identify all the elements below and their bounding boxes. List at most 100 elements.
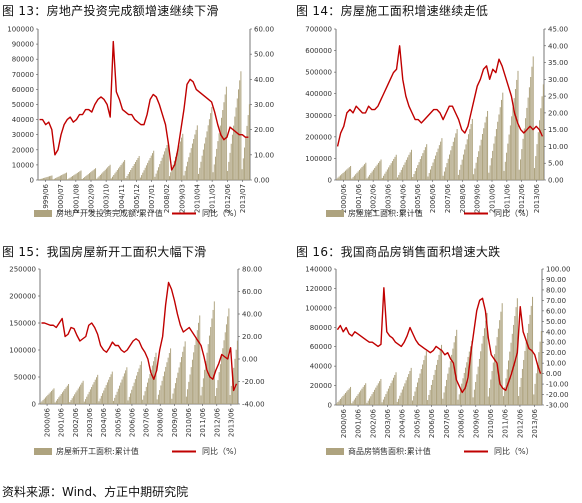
bar <box>428 173 430 180</box>
bar <box>95 168 97 180</box>
bar <box>49 392 51 404</box>
bar <box>47 176 49 180</box>
bar <box>86 396 88 404</box>
bar <box>234 358 236 404</box>
bar <box>462 154 464 180</box>
x-tick-label: 2012/06 <box>224 183 232 213</box>
bar <box>241 169 243 180</box>
bar <box>222 348 224 404</box>
bar <box>55 178 57 180</box>
bar <box>445 167 447 180</box>
right-tick-label: 0.00 <box>546 370 562 378</box>
bar <box>492 150 494 180</box>
bar <box>414 171 416 180</box>
bar <box>117 388 119 404</box>
bar <box>531 66 533 180</box>
bar <box>405 159 407 180</box>
bar <box>139 177 141 180</box>
bar <box>167 357 169 404</box>
bar <box>78 172 80 180</box>
bar <box>451 146 453 180</box>
bar <box>485 116 487 180</box>
bar <box>60 394 62 404</box>
left-tick-label: 100000 <box>305 155 332 163</box>
bar <box>480 139 482 180</box>
bar <box>377 383 379 405</box>
x-tick-label: 2006/06 <box>429 183 437 213</box>
bar <box>207 125 209 180</box>
bar <box>72 396 74 404</box>
bar <box>360 168 362 180</box>
bar <box>223 102 225 180</box>
bar <box>200 395 202 404</box>
bar <box>110 178 112 180</box>
bar <box>87 394 89 404</box>
x-tick-label: 1999/06 <box>42 183 50 213</box>
bar <box>408 374 410 405</box>
bar <box>133 163 135 180</box>
bar <box>509 125 511 180</box>
bar <box>40 402 42 404</box>
bar <box>47 394 49 404</box>
bar <box>247 115 249 180</box>
bar <box>416 168 418 180</box>
x-tick-label: 2007/06 <box>444 183 452 213</box>
right-tick-label: 80.00 <box>242 266 262 274</box>
bar <box>101 173 103 180</box>
x-tick-label: 2008/06 <box>458 408 466 438</box>
bar <box>147 162 149 180</box>
bar <box>43 398 45 404</box>
bar <box>235 349 237 404</box>
bar <box>385 171 387 180</box>
bar <box>350 165 352 180</box>
bar <box>540 108 542 180</box>
bar <box>224 332 226 404</box>
bar <box>185 396 187 404</box>
x-tick-label: 2003/06 <box>385 183 393 213</box>
left-tick-label: 30000 <box>12 131 34 139</box>
bar <box>59 395 61 404</box>
bar <box>448 367 450 405</box>
x-tick-label: 2011/06 <box>199 407 207 437</box>
left-tick-label: 50000 <box>12 101 34 109</box>
bar <box>456 329 458 405</box>
bar <box>139 364 141 404</box>
bar <box>421 156 423 180</box>
bar <box>156 399 158 404</box>
bar <box>51 390 53 404</box>
bar <box>370 173 372 180</box>
x-tick-label: 2003/10 <box>103 184 111 213</box>
bar <box>399 172 401 180</box>
bar <box>345 170 347 180</box>
bar <box>343 394 345 405</box>
chart-title-16: 图 16：我国商品房销售面积增速大跌 <box>296 245 501 259</box>
bar <box>153 361 155 404</box>
bar <box>240 71 242 180</box>
bar <box>469 129 471 180</box>
bar <box>179 141 181 180</box>
bar <box>40 178 42 180</box>
bar <box>72 176 74 180</box>
chart-sales-area: 140000 120000 100000 80000 60000 40000 20000 0 1… <box>305 266 570 457</box>
bar <box>217 380 219 404</box>
bar <box>419 373 421 405</box>
bar <box>81 179 83 180</box>
bar <box>423 150 425 180</box>
bar <box>444 386 446 405</box>
bar <box>497 121 499 180</box>
bar <box>201 386 203 404</box>
bar <box>355 397 357 405</box>
x-tick-label: 2013/06 <box>531 408 539 438</box>
bar <box>63 173 65 180</box>
right-tick-label: 30.00 <box>546 339 566 347</box>
bar <box>460 164 462 180</box>
bar <box>438 145 440 180</box>
left-tick-label: 300000 <box>305 112 332 120</box>
bar <box>365 162 367 180</box>
bar <box>478 151 480 180</box>
bar <box>159 390 161 404</box>
left-tick-label: 200000 <box>305 133 332 141</box>
bar <box>433 159 435 180</box>
bar <box>520 159 522 180</box>
bar <box>447 373 449 405</box>
